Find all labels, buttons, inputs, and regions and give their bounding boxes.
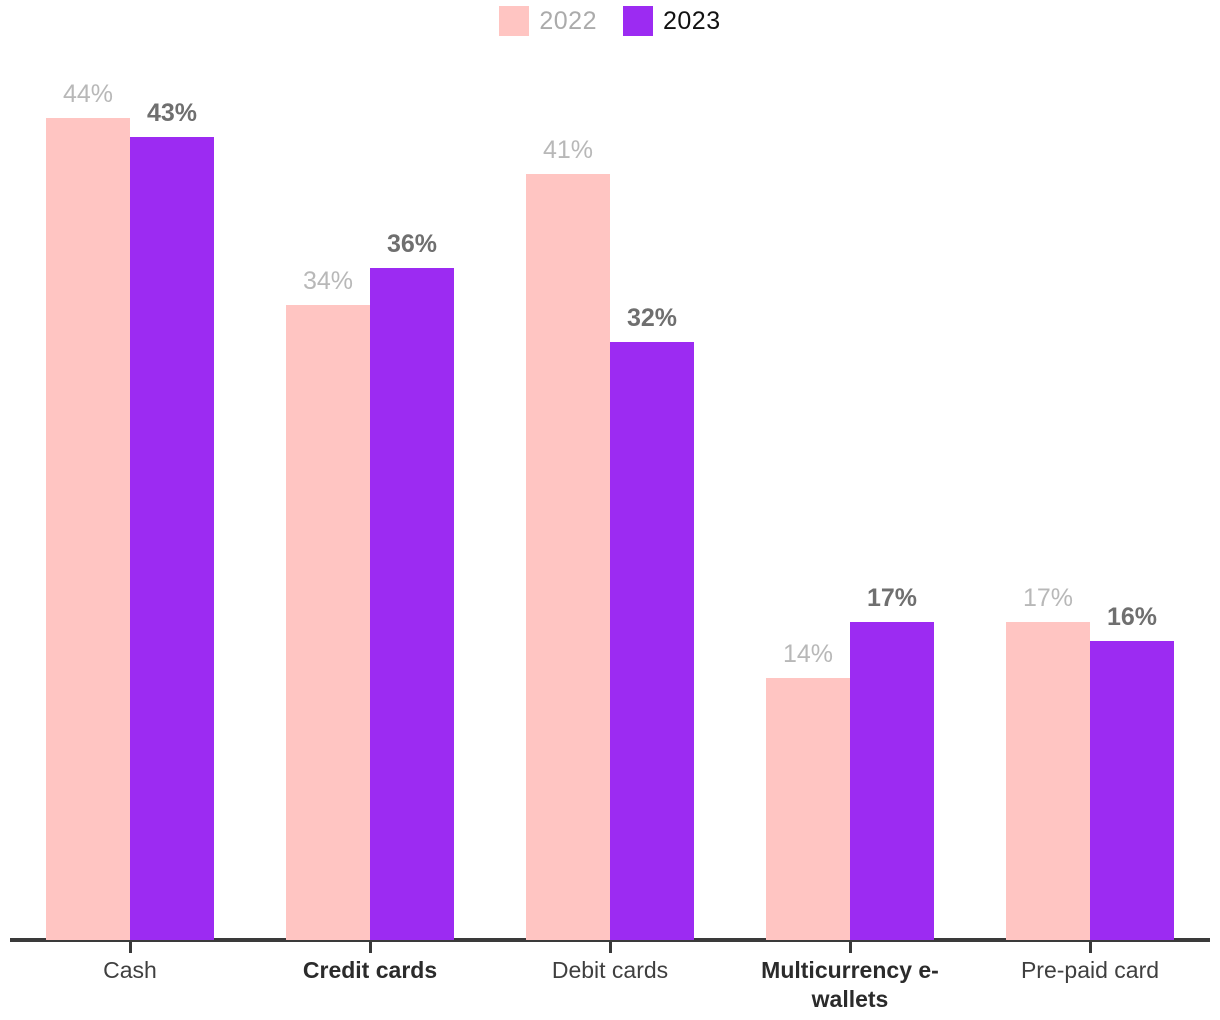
- value-label-2022-cash: 44%: [62, 80, 114, 108]
- bar-2023-cash: [130, 137, 214, 940]
- bar-2022-multicurrency-e-wallets: [766, 678, 850, 940]
- axis-tick-cash: [129, 942, 132, 953]
- value-label-2022-debit-cards: 41%: [542, 136, 594, 164]
- legend-label-2023: 2023: [663, 6, 721, 35]
- category-label-pre-paid-card: Pre-paid card: [1020, 957, 1160, 983]
- axis-tick-credit-cards: [369, 942, 372, 953]
- bar-2022-pre-paid-card: [1006, 622, 1090, 940]
- bar-2023-debit-cards: [610, 342, 694, 940]
- legend-item-2023: 2023: [623, 6, 721, 36]
- legend-swatch-2022: [499, 6, 530, 36]
- category-label-multicurrency-e-wallets: Multicurrency e-wallets: [761, 957, 939, 1012]
- plot-area: 44% 43% 34% 36% 41% 32% 14% 17% 17% 16%: [10, 80, 1210, 942]
- legend-item-2022: 2022: [499, 6, 597, 36]
- chart-legend: 2022 2023: [0, 6, 1220, 36]
- value-label-2023-credit-cards: 36%: [386, 230, 438, 258]
- x-axis-line: [10, 938, 1210, 942]
- bar-2023-credit-cards: [370, 268, 454, 940]
- category-label-debit-cards: Debit cards: [551, 957, 669, 983]
- legend-label-2022: 2022: [539, 6, 597, 35]
- category-label-cash: Cash: [103, 957, 157, 983]
- bar-2022-debit-cards: [526, 174, 610, 940]
- value-label-2023-cash: 43%: [146, 99, 198, 127]
- axis-tick-multicurrency-e-wallets: [849, 942, 852, 953]
- value-label-2022-pre-paid-card: 17%: [1022, 584, 1074, 612]
- value-label-2023-multicurrency-e-wallets: 17%: [866, 584, 918, 612]
- value-label-2022-credit-cards: 34%: [302, 267, 354, 295]
- axis-tick-pre-paid-card: [1089, 942, 1092, 953]
- axis-tick-debit-cards: [609, 942, 612, 953]
- bar-2023-multicurrency-e-wallets: [850, 622, 934, 940]
- category-label-credit-cards: Credit cards: [302, 957, 438, 983]
- bar-2023-pre-paid-card: [1090, 641, 1174, 940]
- value-label-2022-multicurrency-e-wallets: 14%: [782, 640, 834, 668]
- bar-2022-credit-cards: [286, 305, 370, 940]
- bar-2022-cash: [46, 118, 130, 940]
- legend-swatch-2023: [623, 6, 653, 36]
- value-label-2023-pre-paid-card: 16%: [1106, 603, 1158, 631]
- value-label-2023-debit-cards: 32%: [626, 304, 678, 332]
